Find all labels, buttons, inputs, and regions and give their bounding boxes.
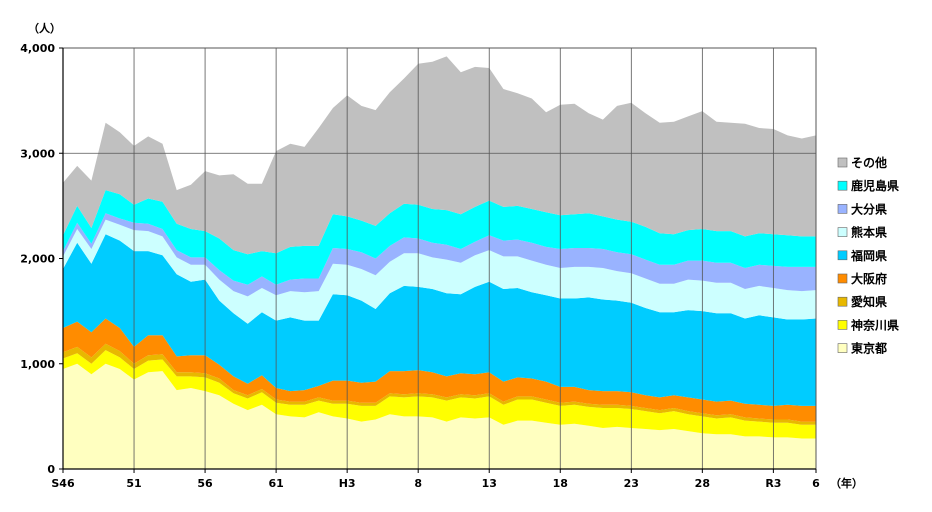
x-tick-label-0: S46 xyxy=(51,477,75,490)
y-tick-label-1: 1,000 xyxy=(20,358,55,371)
legend-label-4: 福岡県 xyxy=(850,248,887,263)
y-tick-label-2: 2,000 xyxy=(20,253,55,266)
area-series-1 xyxy=(63,350,816,439)
legend-swatch-6 xyxy=(837,296,848,307)
x-tick-label-4: H3 xyxy=(339,477,356,490)
x-tick-label-5: 8 xyxy=(414,477,422,490)
x-tick-label-8: 23 xyxy=(624,477,639,490)
legend-label-6: 愛知県 xyxy=(851,294,887,309)
legend-swatch-2 xyxy=(837,204,848,214)
x-tick-labels: S46 51 56 61 H3 8 13 18 23 28 R3 6 xyxy=(51,469,820,490)
legend-label-8: 東京都 xyxy=(851,341,887,356)
legend-label-2: 大分県 xyxy=(851,201,887,216)
legend-label-7: 神奈川県 xyxy=(851,317,899,332)
area-series-7 xyxy=(63,190,816,285)
x-tick-label-7: 18 xyxy=(553,477,568,490)
legend-label-5: 大阪府 xyxy=(851,271,887,286)
legend-swatch-0 xyxy=(837,157,848,168)
y-tick-label-3: 3,000 xyxy=(20,147,55,160)
y-tick-label-0: 0 xyxy=(47,463,55,476)
x-tick-label-10: R3 xyxy=(765,477,781,490)
legend-label-3: 熊本県 xyxy=(851,225,887,240)
legend-swatch-4 xyxy=(837,250,848,261)
legend-swatch-7 xyxy=(837,320,848,330)
x-tick-label-11: 6 xyxy=(812,477,820,490)
y-tick-labels: 0 1,000 2,000 3,000 4,000 xyxy=(20,42,63,476)
area-series-4 xyxy=(63,234,816,406)
legend-swatch-5 xyxy=(837,273,848,284)
x-tick-label-6: 13 xyxy=(482,477,497,490)
area-series-0 xyxy=(63,363,816,469)
legend-label-0: その他 xyxy=(851,155,887,170)
area-series-6 xyxy=(63,213,816,297)
x-tick-label-1: 51 xyxy=(126,477,141,490)
y-axis-unit-label: （人） xyxy=(28,21,61,35)
y-tick-label-4: 4,000 xyxy=(20,42,55,55)
x-tick-label-9: 28 xyxy=(695,477,710,490)
x-tick-label-2: 56 xyxy=(197,477,213,490)
area-series-5 xyxy=(63,219,816,324)
x-axis-unit-label: （年） xyxy=(830,476,863,490)
legend-swatch-8 xyxy=(837,343,848,353)
area-series-layer xyxy=(63,56,816,469)
legend-swatch-3 xyxy=(837,227,848,237)
area-series-2 xyxy=(63,343,816,425)
legend-swatch-1 xyxy=(837,180,848,191)
x-tick-label-3: 61 xyxy=(268,477,283,490)
area-series-3 xyxy=(63,318,816,422)
area-series-8 xyxy=(63,56,816,255)
legend-label-1: 鹿児島県 xyxy=(851,178,899,193)
